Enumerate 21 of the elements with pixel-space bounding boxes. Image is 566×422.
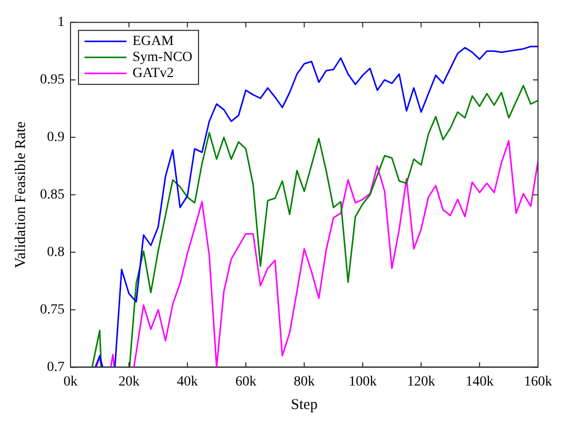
y-tick-label: 0.7 [47, 360, 64, 375]
x-tick-label: 60k [235, 374, 256, 390]
y-tick-label: 0.75 [40, 302, 64, 318]
x-tick-label: 20k [118, 374, 140, 390]
y-tick-label: 0.9 [47, 130, 64, 146]
x-tick-label: 140k [466, 374, 494, 390]
x-tick-label: 0k [64, 374, 78, 390]
x-tick-label: 40k [176, 374, 198, 390]
x-tick-label: 120k [407, 374, 436, 390]
y-tick-label: 0.85 [40, 187, 64, 202]
x-tick-label: 80k [294, 374, 315, 390]
y-tick-label: 0.95 [40, 72, 64, 88]
y-tick-label: 0.8 [47, 244, 64, 260]
x-tick-label: 100k [348, 374, 377, 390]
y-tick-label: 1 [58, 15, 64, 30]
legend-label: Sym-NCO [132, 50, 192, 66]
legend-label: EGAM [132, 34, 174, 50]
y-axis-title: Validation Feasible Rate [12, 121, 29, 268]
legend-label: GATv2 [132, 66, 174, 82]
x-tick-label: 160k [524, 374, 552, 390]
x-axis-title: Step [290, 396, 318, 413]
